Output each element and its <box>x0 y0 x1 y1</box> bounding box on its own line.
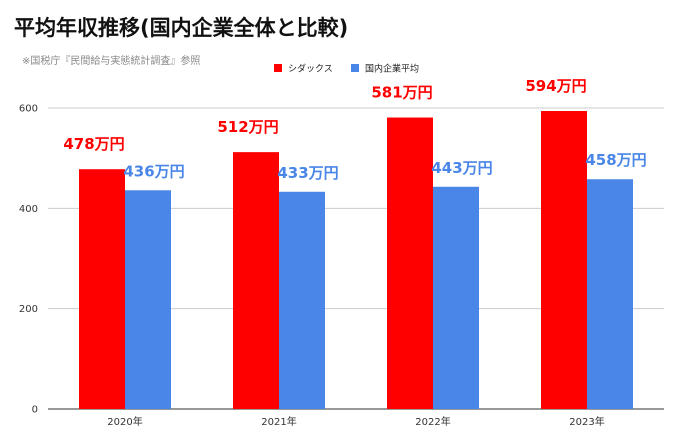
legend: シダックス 国内企業平均 <box>274 63 419 75</box>
y-tick-label: 200 <box>19 304 38 315</box>
legend-label: シダックス <box>288 63 333 75</box>
data-label: 443万円 <box>431 159 492 177</box>
data-label: 433万円 <box>277 164 338 182</box>
y-tick-label: 400 <box>19 204 38 215</box>
bar-national-average <box>279 191 325 409</box>
y-tick-label: 600 <box>19 104 38 115</box>
chart-title: 平均年収推移(国内企業全体と比較) <box>14 16 349 40</box>
bar-national-average <box>587 179 633 409</box>
data-label: 581万円 <box>371 84 432 102</box>
bar-company <box>387 117 433 409</box>
data-label: 436万円 <box>123 162 184 180</box>
bar-company <box>233 152 279 409</box>
chart-subtitle: ※国税庁『民間給与実態統計調査』参照 <box>22 56 201 67</box>
x-tick-label: 2023年 <box>569 415 604 428</box>
x-tick-label: 2020年 <box>107 415 142 428</box>
bars <box>79 111 633 409</box>
data-label: 594万円 <box>525 77 586 95</box>
legend-label: 国内企業平均 <box>365 63 419 75</box>
bar-company <box>541 111 587 409</box>
data-label: 512万円 <box>217 118 278 136</box>
x-tick-label: 2022年 <box>415 415 450 428</box>
y-tick-label: 0 <box>32 405 38 416</box>
x-axis-ticks: 2020年 2021年 2022年 2023年 <box>107 415 604 428</box>
data-label: 478万円 <box>63 135 124 153</box>
x-tick-label: 2021年 <box>261 415 296 428</box>
data-labels: 478万円 436万円 512万円 433万円 581万円 443万円 594万円 458万円 <box>63 77 646 182</box>
y-axis-ticks: 0 200 400 600 <box>19 104 38 416</box>
data-label: 458万円 <box>585 151 646 169</box>
bar-company <box>79 169 125 409</box>
legend-swatch <box>351 64 359 72</box>
legend-swatch <box>274 64 282 72</box>
bar-national-average <box>433 186 479 409</box>
bar-national-average <box>125 190 171 409</box>
